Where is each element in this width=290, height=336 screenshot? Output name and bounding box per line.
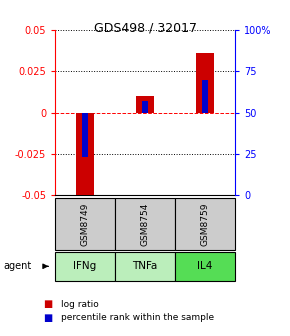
Text: log ratio: log ratio: [61, 300, 99, 308]
Text: agent: agent: [3, 261, 31, 271]
Text: ■: ■: [44, 312, 53, 323]
Text: IL4: IL4: [197, 261, 213, 271]
Text: TNFa: TNFa: [132, 261, 158, 271]
Text: GDS498 / 32017: GDS498 / 32017: [93, 22, 197, 35]
Bar: [76, 113, 94, 200]
Bar: [202, 80, 208, 113]
Bar: [82, 113, 88, 157]
Bar: [196, 53, 214, 113]
Bar: [136, 96, 154, 113]
Text: ■: ■: [44, 299, 53, 309]
Text: GSM8749: GSM8749: [81, 203, 90, 246]
Text: IFNg: IFNg: [73, 261, 97, 271]
Text: GSM8759: GSM8759: [200, 203, 209, 246]
Bar: [142, 101, 148, 113]
Text: percentile rank within the sample: percentile rank within the sample: [61, 313, 214, 322]
Text: GSM8754: GSM8754: [140, 203, 150, 246]
